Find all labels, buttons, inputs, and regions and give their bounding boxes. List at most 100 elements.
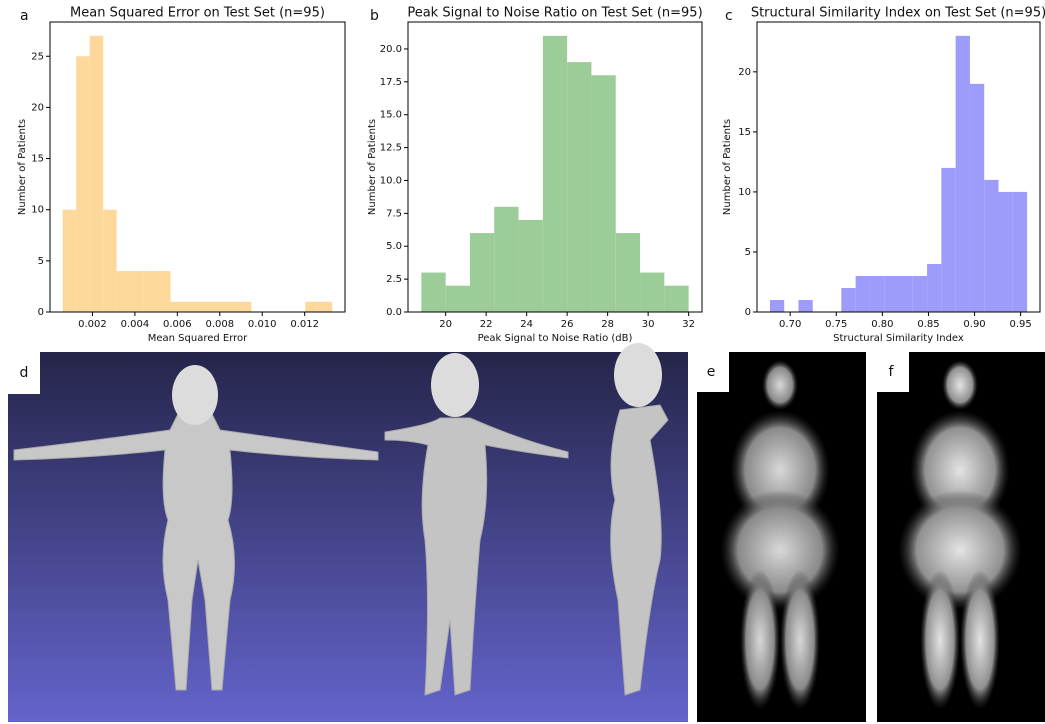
bar (117, 271, 130, 312)
panel-label: e (707, 364, 716, 380)
bar (899, 276, 913, 312)
bar (927, 264, 941, 312)
bar (999, 192, 1013, 312)
y-tick-label: 25 (31, 51, 44, 62)
x-tick-label: 26 (561, 319, 574, 330)
panel-label: d (20, 365, 29, 381)
x-tick-label: 0.012 (290, 319, 319, 330)
bar (616, 233, 640, 312)
bar (494, 207, 518, 312)
y-axis-label: Number of Patients (722, 119, 733, 215)
bar (984, 180, 998, 312)
x-tick-label: 0.85 (917, 319, 939, 330)
x-tick-label: 0.90 (963, 319, 985, 330)
bar (76, 56, 89, 312)
y-axis-label: Number of Patients (367, 119, 378, 215)
bar (591, 75, 615, 312)
x-axis-label: Mean Squared Error (148, 333, 248, 344)
bar (543, 36, 567, 312)
y-tick-label: 20 (738, 67, 751, 78)
chart-title: Mean Squared Error on Test Set (n=95) (70, 6, 325, 21)
x-tick-label: 28 (601, 319, 614, 330)
x-tick-label: 0.006 (163, 319, 192, 330)
y-axis-label: Number of Patients (17, 119, 28, 215)
bar (157, 271, 170, 312)
y-tick-label: 15 (31, 154, 44, 165)
y-tick-label: 0.0 (386, 307, 402, 318)
bar (884, 276, 898, 312)
y-tick-label: 20.0 (380, 44, 402, 55)
panel-label: c (725, 8, 733, 24)
bar (970, 84, 984, 312)
bar (470, 233, 494, 312)
bar (956, 36, 970, 312)
y-tick-label: 17.5 (380, 77, 402, 88)
bar (198, 302, 211, 312)
y-tick-label: 5 (38, 256, 44, 267)
page: d e f 0.0020.0040.0060.0080.0100.0120510… (0, 0, 1045, 724)
bar (224, 302, 237, 312)
bar (567, 62, 591, 312)
y-tick-label: 12.5 (380, 143, 402, 154)
chart-title: Peak Signal to Noise Ratio on Test Set (… (407, 6, 702, 21)
y-tick-label: 15.0 (380, 110, 402, 121)
y-tick-label: 10 (31, 205, 44, 216)
bar (184, 302, 197, 312)
x-tick-label: 0.70 (779, 319, 801, 330)
bar (941, 168, 955, 312)
x-axis-label: Peak Signal to Noise Ratio (dB) (478, 333, 633, 344)
bar (305, 302, 318, 312)
y-tick-label: 5 (745, 247, 751, 258)
bar (798, 300, 812, 312)
y-tick-label: 5.0 (386, 241, 402, 252)
bar (319, 302, 332, 312)
bar (1013, 192, 1027, 312)
x-tick-label: 0.002 (78, 319, 107, 330)
bar (870, 276, 884, 312)
x-tick-label: 32 (682, 319, 695, 330)
bar (446, 286, 470, 312)
y-tick-label: 7.5 (386, 208, 402, 219)
y-tick-label: 10.0 (380, 175, 402, 186)
x-tick-label: 0.80 (871, 319, 893, 330)
bar (856, 276, 870, 312)
x-axis-label: Structural Similarity Index (833, 333, 964, 344)
y-tick-label: 15 (738, 127, 751, 138)
x-tick-label: 0.004 (121, 319, 150, 330)
bar (63, 210, 76, 312)
bar (130, 271, 143, 312)
bar (238, 302, 251, 312)
x-tick-label: 20 (439, 319, 452, 330)
x-tick-label: 0.008 (205, 319, 234, 330)
x-tick-label: 30 (642, 319, 655, 330)
x-tick-label: 0.75 (825, 319, 847, 330)
bar (90, 36, 103, 312)
chart-title: Structural Similarity Index on Test Set … (751, 6, 1045, 21)
y-tick-label: 10 (738, 187, 751, 198)
y-tick-label: 0 (38, 307, 44, 318)
render-background (8, 352, 688, 722)
bar (519, 220, 543, 312)
head-mask (614, 343, 662, 407)
bar (664, 286, 688, 312)
bar (913, 276, 927, 312)
y-tick-label: 2.5 (386, 274, 402, 285)
x-tick-label: 24 (520, 319, 533, 330)
y-tick-label: 20 (31, 102, 44, 113)
bar (103, 210, 116, 312)
bar (421, 273, 445, 312)
head-mask (431, 353, 479, 417)
bar (640, 273, 664, 312)
head-mask (172, 365, 218, 425)
x-tick-label: 22 (480, 319, 493, 330)
x-tick-label: 0.010 (248, 319, 277, 330)
y-tick-label: 0 (745, 307, 751, 318)
bar (770, 300, 784, 312)
bar (841, 288, 855, 312)
x-tick-label: 0.95 (1010, 319, 1032, 330)
figure: d e f 0.0020.0040.0060.0080.0100.0120510… (0, 0, 1045, 724)
bar (211, 302, 224, 312)
bar (144, 271, 157, 312)
panel-label: b (370, 8, 379, 24)
bar (171, 302, 184, 312)
